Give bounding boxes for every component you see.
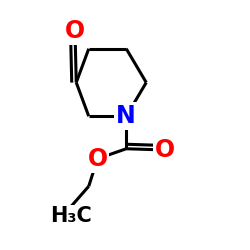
Text: H₃C: H₃C [50, 206, 92, 226]
Text: O: O [155, 138, 175, 162]
Text: N: N [116, 104, 136, 128]
Text: O: O [65, 19, 85, 43]
Text: O: O [88, 147, 108, 171]
